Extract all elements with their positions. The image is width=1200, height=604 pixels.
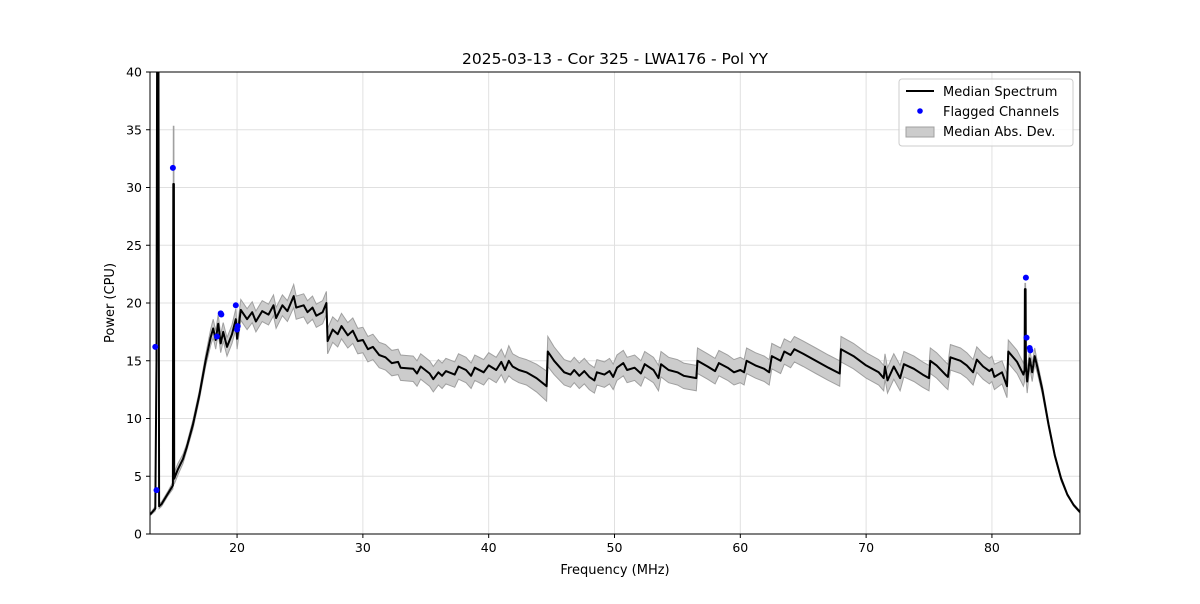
flagged-channel-point [218, 311, 225, 318]
y-tick-label: 35 [126, 122, 142, 137]
y-tick-label: 15 [126, 353, 142, 368]
x-tick-label: 60 [732, 540, 748, 555]
flagged-channel-point [1023, 334, 1030, 341]
flagged-channel-point [213, 333, 220, 340]
x-axis-label: Frequency (MHz) [560, 563, 669, 578]
x-tick-label: 70 [858, 540, 874, 555]
x-tick-label: 80 [984, 540, 1000, 555]
flagged-channel-point [1027, 347, 1034, 354]
mad-band [150, 72, 1080, 517]
legend-mad-swatch [905, 126, 935, 138]
flagged-channel-point [232, 302, 239, 309]
flagged-channel-point [152, 343, 159, 350]
chart-title: 2025-03-13 - Cor 325 - LWA176 - Pol YY [462, 50, 768, 68]
y-tick-label: 20 [126, 296, 142, 311]
flagged-channel-point [234, 323, 241, 330]
x-tick-label: 30 [355, 540, 371, 555]
median-spectrum-line [150, 72, 1080, 516]
flagged-channel-points [152, 164, 1034, 494]
x-tick-label: 50 [607, 540, 623, 555]
y-axis-ticks: 0 5 10 15 20 25 30 35 40 [126, 65, 150, 542]
legend: Median Spectrum Flagged Channels Median … [898, 78, 1074, 147]
legend-box [898, 78, 1074, 147]
legend-median-label: Median Spectrum [943, 85, 1057, 100]
legend-flagged-label: Flagged Channels [943, 105, 1059, 120]
y-tick-label: 25 [126, 238, 142, 253]
x-axis-ticks: 20 30 40 50 60 70 80 [229, 534, 1000, 555]
x-tick-label: 40 [481, 540, 497, 555]
y-tick-label: 5 [134, 469, 142, 484]
flagged-channel-point [1022, 274, 1029, 281]
y-tick-label: 40 [126, 65, 142, 80]
y-axis-label: Power (CPU) [103, 263, 118, 343]
y-tick-label: 10 [126, 411, 142, 426]
flagged-channel-point [169, 164, 176, 171]
y-tick-label: 30 [126, 180, 142, 195]
legend-flagged-swatch [917, 108, 923, 114]
x-tick-label: 20 [229, 540, 245, 555]
y-tick-label: 0 [134, 527, 142, 542]
legend-mad-label: Median Abs. Dev. [943, 125, 1055, 140]
flagged-channel-point [153, 487, 160, 494]
